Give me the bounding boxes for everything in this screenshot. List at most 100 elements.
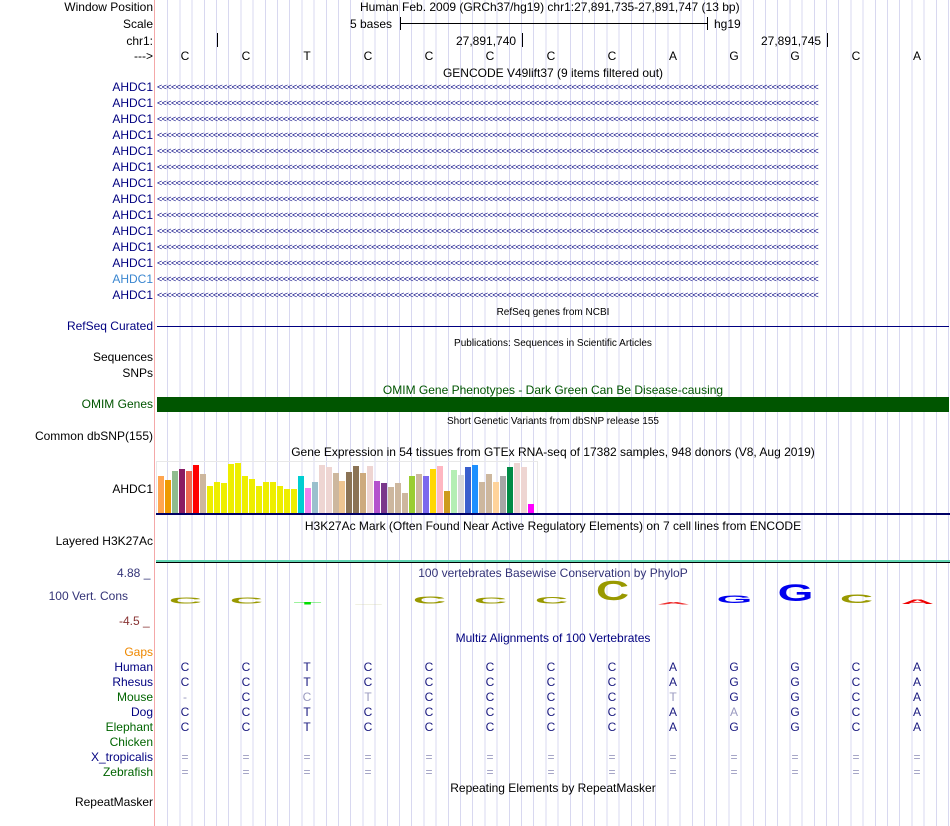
gtex-tissue-bar[interactable] bbox=[465, 467, 472, 514]
gtex-tissue-bar[interactable] bbox=[192, 465, 199, 514]
gene-arrow-line[interactable]: <<<<<<<<<<<<<<<<<<<<<<<<<<<<<<<<<<<<<<<<… bbox=[157, 226, 819, 236]
gene-arrow-line[interactable]: <<<<<<<<<<<<<<<<<<<<<<<<<<<<<<<<<<<<<<<<… bbox=[157, 274, 819, 284]
gtex-tissue-bar[interactable] bbox=[311, 482, 318, 514]
gtex-tissue-bar[interactable] bbox=[199, 473, 206, 514]
gtex-tissue-bar[interactable] bbox=[220, 483, 227, 514]
scale-text: 5 bases bbox=[350, 17, 393, 31]
gene-label[interactable]: AHDC1 bbox=[112, 176, 153, 190]
gtex-tissue-bar[interactable] bbox=[451, 469, 458, 514]
aligned-base: G bbox=[729, 690, 739, 704]
gtex-tissue-bar[interactable] bbox=[276, 485, 283, 514]
gtex-label[interactable]: AHDC1 bbox=[112, 482, 153, 496]
gtex-tissue-bar[interactable] bbox=[213, 482, 220, 514]
gtex-tissue-bar[interactable] bbox=[493, 482, 500, 514]
gene-label[interactable]: AHDC1 bbox=[112, 256, 153, 270]
omim-label[interactable]: OMIM Genes bbox=[81, 397, 153, 411]
aligned-base: G bbox=[729, 660, 739, 674]
gene-arrow-line[interactable]: <<<<<<<<<<<<<<<<<<<<<<<<<<<<<<<<<<<<<<<<… bbox=[157, 242, 819, 252]
gtex-tissue-bar[interactable] bbox=[171, 470, 178, 514]
gtex-tissue-bar[interactable] bbox=[416, 473, 423, 514]
gtex-tissue-bar[interactable] bbox=[423, 475, 430, 514]
gtex-bar-chart[interactable] bbox=[156, 461, 538, 514]
sequence-base: C bbox=[180, 49, 190, 63]
species-label: Dog bbox=[130, 705, 153, 719]
gene-arrow-line[interactable]: <<<<<<<<<<<<<<<<<<<<<<<<<<<<<<<<<<<<<<<<… bbox=[157, 210, 819, 220]
gtex-tissue-bar[interactable] bbox=[507, 467, 513, 514]
gene-arrow-line[interactable]: <<<<<<<<<<<<<<<<<<<<<<<<<<<<<<<<<<<<<<<<… bbox=[157, 98, 819, 108]
gtex-tissue-bar[interactable] bbox=[290, 489, 297, 514]
gtex-tissue-bar[interactable] bbox=[430, 468, 437, 514]
gtex-tissue-bar[interactable] bbox=[164, 480, 171, 514]
species-label: Elephant bbox=[105, 720, 153, 734]
gene-arrow-line[interactable]: <<<<<<<<<<<<<<<<<<<<<<<<<<<<<<<<<<<<<<<<… bbox=[157, 178, 819, 188]
gtex-tissue-bar[interactable] bbox=[444, 491, 451, 514]
gene-arrow-line[interactable]: <<<<<<<<<<<<<<<<<<<<<<<<<<<<<<<<<<<<<<<<… bbox=[157, 258, 819, 268]
gtex-tissue-bar[interactable] bbox=[339, 481, 346, 514]
gtex-tissue-bar[interactable] bbox=[304, 488, 311, 514]
refseq-label[interactable]: RefSeq Curated bbox=[66, 319, 153, 333]
snps-label[interactable]: SNPs bbox=[122, 366, 153, 380]
gtex-tissue-bar[interactable] bbox=[206, 485, 213, 514]
gtex-tissue-bar[interactable] bbox=[513, 463, 520, 514]
gtex-tissue-bar[interactable] bbox=[262, 482, 269, 514]
dbsnp-label[interactable]: Common dbSNP(155) bbox=[34, 429, 153, 443]
gtex-tissue-bar[interactable] bbox=[269, 481, 276, 514]
gene-arrow-line[interactable]: <<<<<<<<<<<<<<<<<<<<<<<<<<<<<<<<<<<<<<<<… bbox=[157, 82, 819, 92]
gtex-tissue-bar[interactable] bbox=[178, 468, 185, 514]
gtex-tissue-bar[interactable] bbox=[527, 504, 534, 514]
gene-label[interactable]: AHDC1 bbox=[112, 224, 153, 238]
gene-label[interactable]: AHDC1 bbox=[112, 208, 153, 222]
gene-label[interactable]: AHDC1 bbox=[112, 96, 153, 110]
gene-arrow-line[interactable]: <<<<<<<<<<<<<<<<<<<<<<<<<<<<<<<<<<<<<<<<… bbox=[157, 130, 819, 140]
gtex-tissue-bar[interactable] bbox=[234, 463, 241, 514]
gene-label[interactable]: AHDC1 bbox=[112, 272, 153, 286]
gene-label[interactable]: AHDC1 bbox=[112, 288, 153, 302]
gtex-tissue-bar[interactable] bbox=[402, 492, 409, 514]
gene-label[interactable]: AHDC1 bbox=[112, 112, 153, 126]
gtex-tissue-bar[interactable] bbox=[367, 466, 374, 514]
aligned-base: C bbox=[424, 705, 434, 719]
gtex-tissue-bar[interactable] bbox=[381, 483, 388, 514]
gtex-tissue-bar[interactable] bbox=[360, 472, 367, 514]
gtex-tissue-bar[interactable] bbox=[437, 466, 444, 514]
gtex-tissue-bar[interactable] bbox=[500, 475, 507, 514]
gtex-tissue-bar[interactable] bbox=[241, 476, 248, 514]
phylop-label[interactable]: 100 Vert. Cons bbox=[48, 589, 128, 603]
gene-label[interactable]: AHDC1 bbox=[112, 192, 153, 206]
gene-arrow-line[interactable]: <<<<<<<<<<<<<<<<<<<<<<<<<<<<<<<<<<<<<<<<… bbox=[157, 146, 819, 156]
gtex-tissue-bar[interactable] bbox=[486, 473, 493, 514]
omim-gene-bar[interactable] bbox=[157, 397, 949, 412]
gtex-tissue-bar[interactable] bbox=[346, 471, 353, 514]
gene-label[interactable]: AHDC1 bbox=[112, 160, 153, 174]
gtex-tissue-bar[interactable] bbox=[374, 481, 381, 514]
gtex-tissue-bar[interactable] bbox=[520, 467, 527, 514]
sequences-label[interactable]: Sequences bbox=[92, 350, 153, 364]
gene-label[interactable]: AHDC1 bbox=[112, 80, 153, 94]
gtex-tissue-bar[interactable] bbox=[472, 465, 479, 514]
gtex-tissue-bar[interactable] bbox=[332, 472, 339, 514]
gtex-tissue-bar[interactable] bbox=[185, 470, 192, 514]
gene-arrow-line[interactable]: <<<<<<<<<<<<<<<<<<<<<<<<<<<<<<<<<<<<<<<<… bbox=[157, 290, 819, 300]
gene-arrow-line[interactable]: <<<<<<<<<<<<<<<<<<<<<<<<<<<<<<<<<<<<<<<<… bbox=[157, 114, 819, 124]
gene-label[interactable]: AHDC1 bbox=[112, 128, 153, 142]
gtex-tissue-bar[interactable] bbox=[388, 486, 395, 514]
gtex-tissue-bar[interactable] bbox=[318, 465, 325, 514]
gtex-tissue-bar[interactable] bbox=[325, 467, 332, 514]
gtex-tissue-bar[interactable] bbox=[248, 479, 255, 514]
gtex-tissue-bar[interactable] bbox=[395, 483, 402, 514]
gtex-tissue-bar[interactable] bbox=[458, 474, 465, 514]
gtex-tissue-bar[interactable] bbox=[353, 466, 360, 514]
gtex-tissue-bar[interactable] bbox=[227, 464, 234, 514]
gtex-tissue-bar[interactable] bbox=[409, 475, 416, 514]
gtex-tissue-bar[interactable] bbox=[297, 475, 304, 514]
gtex-tissue-bar[interactable] bbox=[479, 482, 486, 514]
gene-label[interactable]: AHDC1 bbox=[112, 144, 153, 158]
gtex-tissue-bar[interactable] bbox=[158, 475, 164, 514]
gtex-tissue-bar[interactable] bbox=[283, 489, 290, 514]
gene-label[interactable]: AHDC1 bbox=[112, 240, 153, 254]
gtex-tissue-bar[interactable] bbox=[255, 485, 262, 514]
gene-arrow-line[interactable]: <<<<<<<<<<<<<<<<<<<<<<<<<<<<<<<<<<<<<<<<… bbox=[157, 194, 819, 204]
repeatmasker-label[interactable]: RepeatMasker bbox=[74, 795, 153, 809]
gene-arrow-line[interactable]: <<<<<<<<<<<<<<<<<<<<<<<<<<<<<<<<<<<<<<<<… bbox=[157, 162, 819, 172]
h3k27ac-label[interactable]: Layered H3K27Ac bbox=[55, 534, 153, 548]
